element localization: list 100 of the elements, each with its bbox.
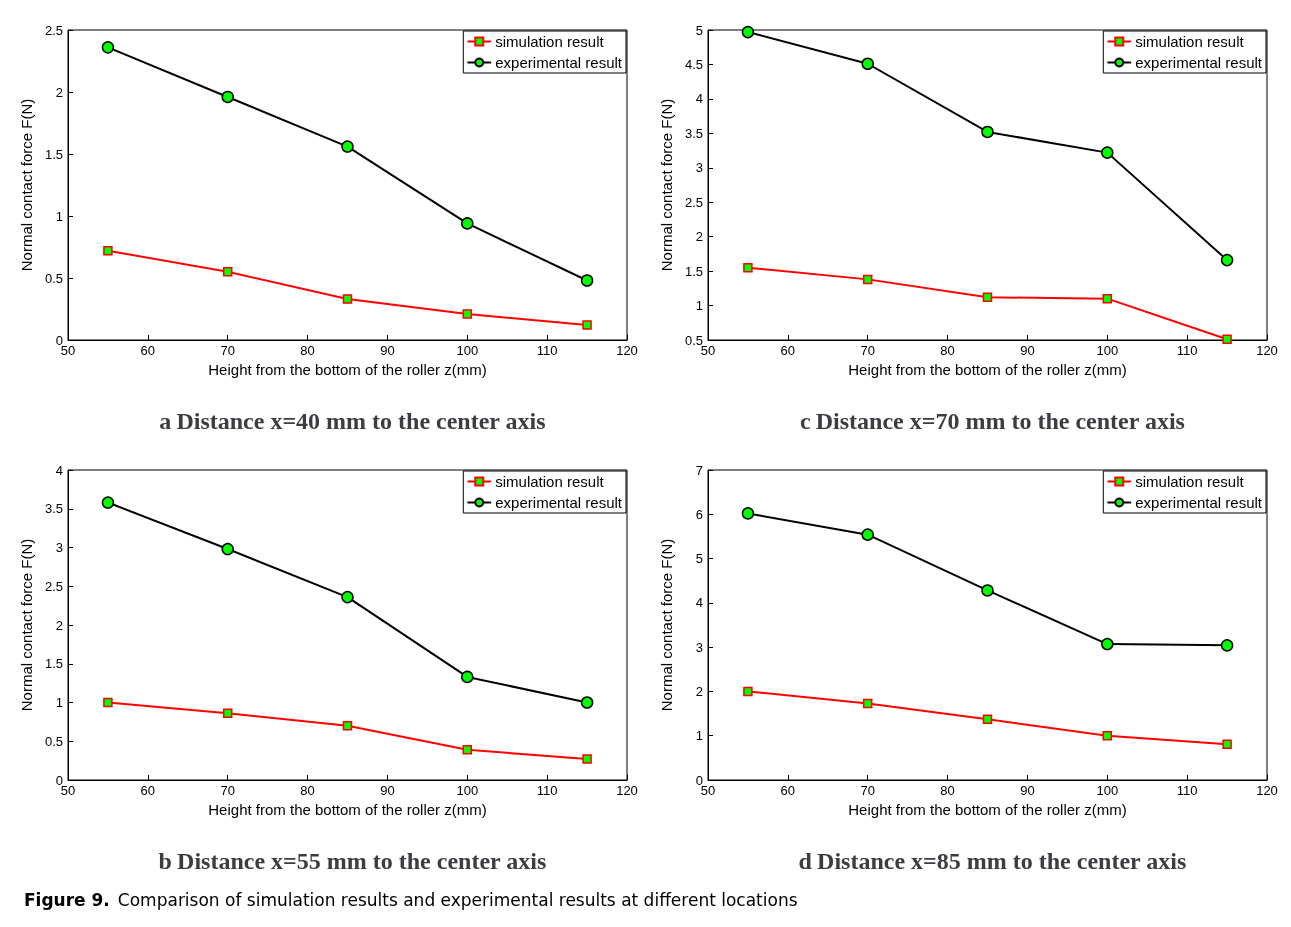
point <box>222 267 233 277</box>
point <box>861 57 874 70</box>
y-tick-label: 3 <box>695 639 703 655</box>
x-tick-label: 90 <box>380 343 395 358</box>
point <box>1102 730 1113 741</box>
legend-label: experimental result <box>495 494 623 511</box>
point <box>1222 334 1232 345</box>
y-tick-label: 7 <box>695 462 703 478</box>
point <box>582 320 592 330</box>
x-tick-label: 70 <box>860 343 875 358</box>
x-tick-label: 80 <box>300 783 315 798</box>
x-tick-label: 70 <box>220 343 235 358</box>
x-tick-label: 110 <box>536 343 558 358</box>
x-axis-title: Height from the bottom of the roller z(mm) <box>848 800 1127 818</box>
x-tick-label: 100 <box>456 343 479 358</box>
x-tick-label: 50 <box>700 783 716 798</box>
x-tick-label: 80 <box>940 783 955 798</box>
y-axis-title: Normal contact force F(N) <box>18 98 35 272</box>
y-tick-label: 3.5 <box>44 501 63 517</box>
y-tick-label: 6 <box>695 506 703 522</box>
point <box>861 528 874 541</box>
legend-label: experimental result <box>495 54 623 71</box>
text: a Distance x=40 mm to the center axis <box>159 408 546 434</box>
y-tick-label: 3 <box>695 160 703 176</box>
point <box>580 696 594 709</box>
text: Comparison of simulation results and experimental results at different locations <box>117 890 798 910</box>
y-tick-label: 2.5 <box>684 194 703 210</box>
y-tick-label: 4 <box>695 91 703 107</box>
point <box>981 125 994 139</box>
text: b Distance x=55 mm to the center axis <box>158 848 547 874</box>
point <box>741 25 755 39</box>
x-tick-label: 80 <box>940 343 955 358</box>
point <box>341 590 354 604</box>
y-tick-label: 1 <box>695 298 703 314</box>
x-tick-label: 80 <box>300 343 315 358</box>
x-tick-label: 90 <box>1020 343 1035 358</box>
x-tick-label: 100 <box>1096 343 1119 358</box>
x-tick-label: 120 <box>616 343 638 358</box>
text: c Distance x=70 mm to the center axis <box>799 408 1185 434</box>
x-axis-title: Height from the bottom of the roller z(mm) <box>848 360 1127 378</box>
text: d Distance x=85 mm to the center axis <box>798 848 1187 874</box>
x-tick-label: 100 <box>456 783 479 798</box>
x-tick-label: 90 <box>1020 783 1035 798</box>
point <box>862 274 873 285</box>
point <box>743 262 753 273</box>
y-tick-label: 1 <box>55 695 63 710</box>
point <box>103 697 113 708</box>
point <box>862 698 873 709</box>
x-tick-label: 90 <box>380 783 395 798</box>
y-tick-label: 5 <box>695 22 703 38</box>
x-tick-label: 120 <box>616 783 638 798</box>
point <box>1101 146 1114 159</box>
y-tick-label: 3 <box>55 540 63 555</box>
y-axis-title: Normal contact force F(N) <box>658 98 675 272</box>
legend-label: simulation result <box>495 33 605 50</box>
y-tick-label: 3.5 <box>684 125 703 141</box>
point <box>1102 293 1113 304</box>
x-tick-label: 60 <box>780 783 796 798</box>
x-tick-label: 110 <box>1176 783 1198 798</box>
point <box>741 507 755 520</box>
point <box>1222 739 1232 749</box>
point <box>342 721 353 731</box>
point <box>103 245 113 256</box>
y-tick-label: 1.5 <box>44 146 63 162</box>
y-tick-label: 0.5 <box>44 270 63 286</box>
y-tick-label: 1 <box>55 208 63 224</box>
point <box>342 294 353 304</box>
x-tick-label: 70 <box>860 783 875 798</box>
y-tick-label: 1.5 <box>684 263 703 279</box>
y-tick-label: 4 <box>55 462 63 478</box>
y-axis-title: Normal contact force F(N) <box>18 538 35 712</box>
point <box>1101 637 1114 651</box>
x-tick-label: 110 <box>1176 343 1198 358</box>
y-tick-label: 1.5 <box>44 656 63 672</box>
point <box>221 542 234 556</box>
legend-label: simulation result <box>1135 33 1245 50</box>
x-tick-label: 70 <box>220 783 235 798</box>
y-tick-label: 2 <box>55 84 63 100</box>
point <box>982 292 993 303</box>
x-tick-label: 100 <box>1096 783 1119 798</box>
y-tick-label: 5 <box>695 551 703 567</box>
point <box>982 714 993 725</box>
point <box>1220 253 1234 267</box>
y-tick-label: 0.5 <box>44 733 63 749</box>
y-tick-label: 2 <box>695 683 703 699</box>
point <box>462 309 473 319</box>
x-tick-label: 110 <box>536 783 558 798</box>
y-tick-label: 4.5 <box>684 56 703 72</box>
x-tick-label: 120 <box>1256 783 1278 798</box>
point <box>101 496 115 509</box>
point <box>461 217 474 230</box>
x-tick-label: 60 <box>780 343 796 358</box>
point <box>221 90 234 104</box>
y-tick-label: 4 <box>695 595 703 611</box>
x-tick-label: 50 <box>60 783 76 798</box>
x-tick-label: 60 <box>140 783 156 798</box>
y-tick-label: 2 <box>55 617 63 633</box>
legend-label: simulation result <box>495 473 605 490</box>
x-tick-label: 60 <box>140 343 156 358</box>
point <box>1220 639 1234 652</box>
